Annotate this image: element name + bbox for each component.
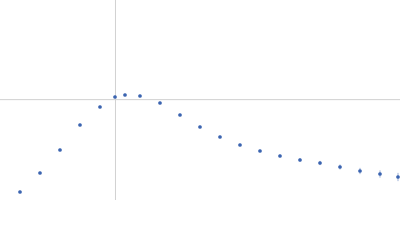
data-point	[238, 143, 242, 147]
data-point	[138, 94, 142, 98]
page: {"chart_data": {"type": "scatter", "x": …	[0, 0, 400, 200]
data-point	[318, 161, 322, 165]
data-point	[18, 190, 22, 194]
data-point	[338, 165, 342, 169]
data-point	[113, 95, 117, 99]
data-point	[178, 113, 182, 117]
data-point	[158, 101, 162, 105]
data-point	[298, 158, 302, 162]
data-point	[78, 123, 82, 127]
data-point	[58, 148, 62, 152]
data-point	[38, 171, 42, 175]
data-point	[358, 169, 362, 173]
data-point	[258, 149, 262, 153]
data-point	[198, 125, 202, 129]
chart	[0, 0, 400, 200]
data-point	[123, 93, 127, 97]
data-point	[378, 172, 382, 176]
data-point	[278, 154, 282, 158]
data-point	[218, 135, 222, 139]
data-point	[396, 175, 400, 179]
data-point	[98, 105, 102, 109]
